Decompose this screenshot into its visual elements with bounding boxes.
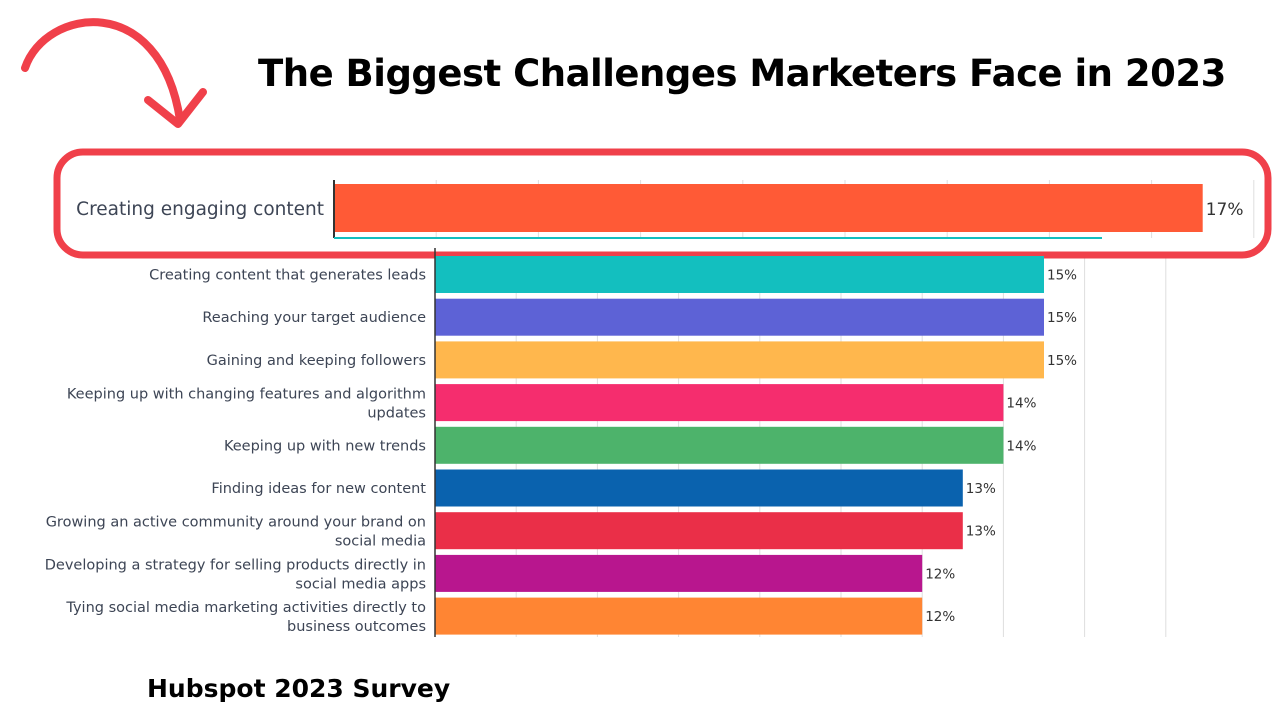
category-label: Developing a strategy for selling produc…	[45, 557, 426, 592]
value-label: 15%	[1047, 268, 1077, 284]
category-labels: Creating engaging content Creating conten…	[45, 199, 427, 635]
bar	[435, 597, 923, 635]
category-label: Keeping up with new trends	[224, 438, 426, 454]
source-caption: Hubspot 2023 Survey	[147, 674, 451, 703]
axes	[333, 180, 1102, 637]
chart-title: The Biggest Challenges Marketers Face in…	[258, 52, 1226, 95]
curved-arrow-icon	[21, 18, 207, 128]
bar	[435, 554, 923, 592]
category-label: Reaching your target audience	[202, 310, 426, 326]
value-label: 12%	[925, 566, 955, 582]
value-label: 13%	[966, 481, 996, 497]
value-label: 17%	[1206, 200, 1244, 220]
bar	[435, 426, 1004, 464]
category-label: Gaining and keeping followers	[207, 353, 426, 369]
bar	[435, 469, 963, 507]
bar	[435, 512, 963, 550]
category-label: Growing an active community around your …	[46, 515, 426, 550]
bar-chart: Creating engaging content Creating conten…	[45, 148, 1272, 637]
category-label: Creating engaging content	[76, 199, 324, 220]
value-label: 14%	[1006, 438, 1036, 454]
value-label: 15%	[1047, 310, 1077, 326]
category-label: Tying social media marketing activities …	[65, 600, 426, 635]
bar	[435, 384, 1004, 422]
bar	[435, 256, 1044, 293]
value-labels: 17% 15% 15% 15% 14% 14% 13% 13% 12% 12%	[925, 200, 1243, 625]
bar	[435, 298, 1044, 336]
value-label: 15%	[1047, 353, 1077, 369]
category-label: Creating content that generates leads	[149, 268, 426, 284]
bar	[334, 184, 1203, 232]
category-label: Keeping up with changing features and al…	[67, 387, 426, 422]
value-label: 12%	[925, 609, 955, 625]
value-label: 13%	[966, 524, 996, 540]
category-label: Finding ideas for new content	[211, 481, 426, 497]
value-label: 14%	[1006, 396, 1036, 412]
bar	[435, 341, 1044, 379]
bars	[334, 184, 1203, 635]
